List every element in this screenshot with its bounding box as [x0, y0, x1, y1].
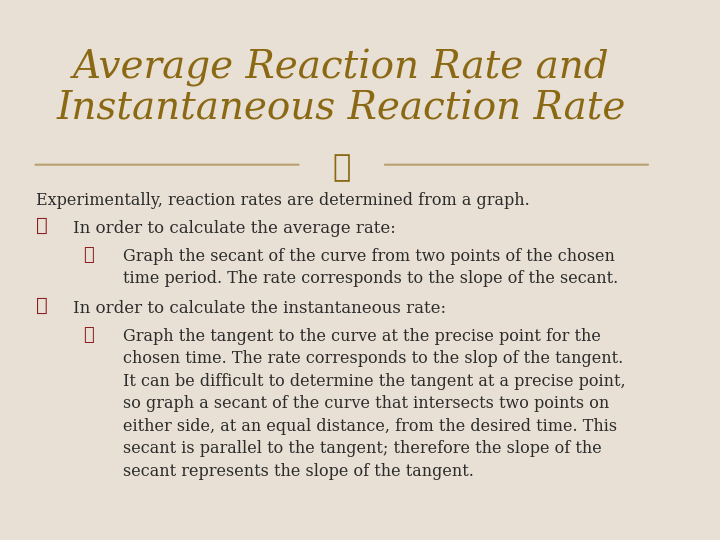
Text: Graph the tangent to the curve at the precise point for the
chosen time. The rat: Graph the tangent to the curve at the pr…	[123, 328, 626, 480]
Text: ❧: ❧	[83, 326, 94, 343]
Text: Experimentally, reaction rates are determined from a graph.: Experimentally, reaction rates are deter…	[36, 192, 530, 208]
Text: ☙: ☙	[36, 297, 48, 315]
Text: In order to calculate the average rate:: In order to calculate the average rate:	[73, 220, 396, 237]
Text: Graph the secant of the curve from two points of the chosen
time period. The rat: Graph the secant of the curve from two p…	[123, 248, 618, 287]
Text: ☙: ☙	[36, 217, 48, 235]
Text: ❧: ❧	[83, 246, 94, 264]
Text: In order to calculate the instantaneous rate:: In order to calculate the instantaneous …	[73, 300, 446, 316]
Text: Average Reaction Rate and
Instantaneous Reaction Rate: Average Reaction Rate and Instantaneous …	[57, 49, 626, 128]
Text: ❧: ❧	[333, 152, 351, 183]
